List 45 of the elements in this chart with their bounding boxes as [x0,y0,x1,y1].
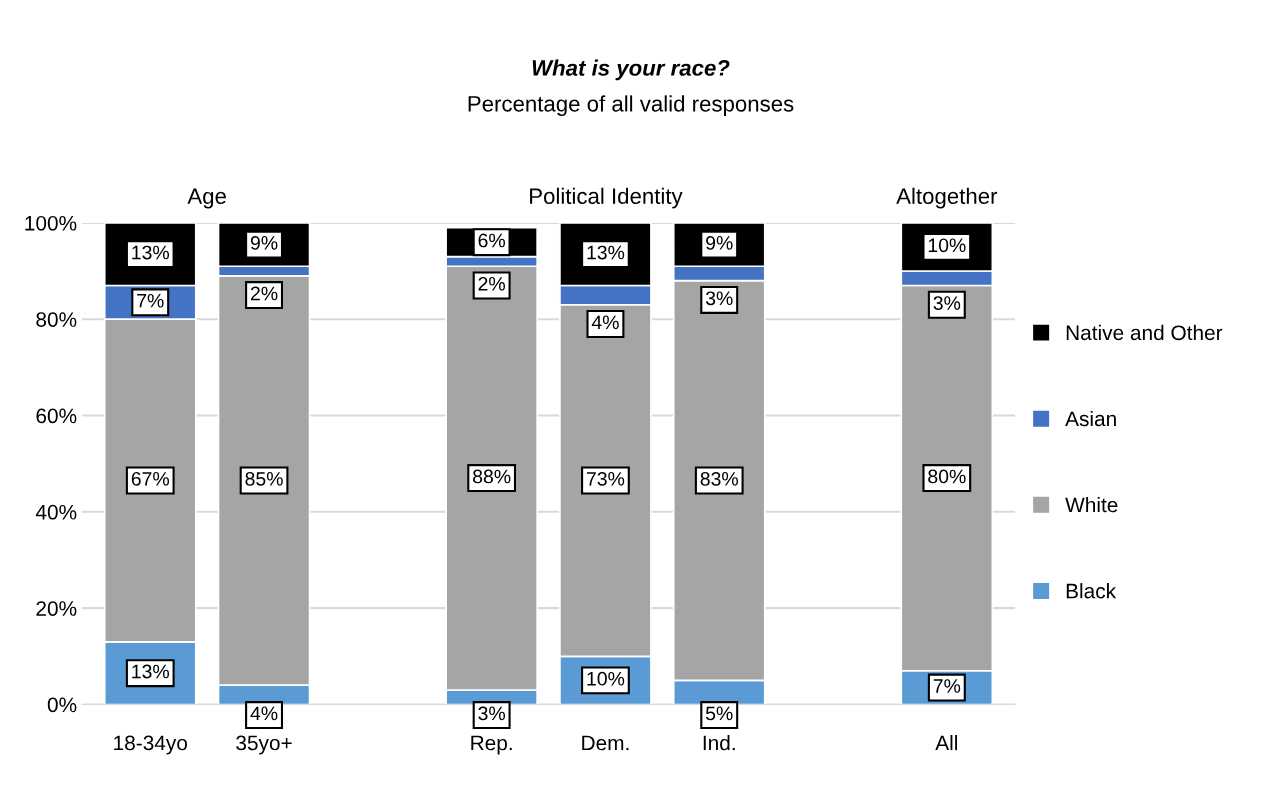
data-label: 13% [132,664,170,679]
data-label: 4% [250,706,278,721]
data-label: 4% [591,315,619,330]
legend-label: Native and Other [1066,324,1223,341]
data-label: 10% [587,671,625,686]
text: Altogether [896,187,998,209]
y-tick-label: 60% [36,408,77,424]
legend-label: White [1065,497,1118,513]
data-label: 2% [250,286,278,301]
data-label: 9% [706,236,733,250]
text: Age [187,188,226,209]
data-label: 83% [700,471,738,486]
y-tick-label: 0% [47,697,77,713]
data-label: 3% [478,706,505,721]
data-label: 88% [473,469,511,484]
data-label: 6% [478,233,505,248]
data-label: 9% [250,236,278,250]
x-tick-label: 35yo+ [236,735,292,755]
data-label: 73% [586,471,625,486]
y-tick-label: 40% [35,504,77,520]
data-label: 3% [933,296,961,310]
y-tick-label: 80% [36,312,77,327]
x-tick-label: Rep. [471,735,512,755]
data-label: 85% [245,471,283,486]
text: Political Identity [530,187,683,209]
legend-label: Black [1066,583,1117,599]
legend-label: Asian [1065,410,1116,427]
chart-subtitle: Percentage of all valid responses [468,95,794,117]
x-tick-label: Ind. [703,735,735,751]
y-tick-label: 20% [36,601,77,616]
data-label: 2% [478,276,505,291]
data-label: 67% [131,471,170,486]
data-label: 13% [587,245,625,260]
data-label: 3% [705,291,733,306]
x-tick-label: All [935,735,958,751]
x-tick-label: 18-34yo [114,735,188,755]
data-label: 10% [928,238,966,253]
data-label: 80% [928,469,966,484]
data-label: 13% [132,245,170,260]
data-label: 5% [705,706,733,721]
x-tick-label: Dem. [582,735,629,751]
y-tick-label: 100% [25,215,77,231]
data-label: 7% [933,679,961,693]
data-label: 7% [137,293,164,308]
chart-title: What is your race? [532,59,730,81]
